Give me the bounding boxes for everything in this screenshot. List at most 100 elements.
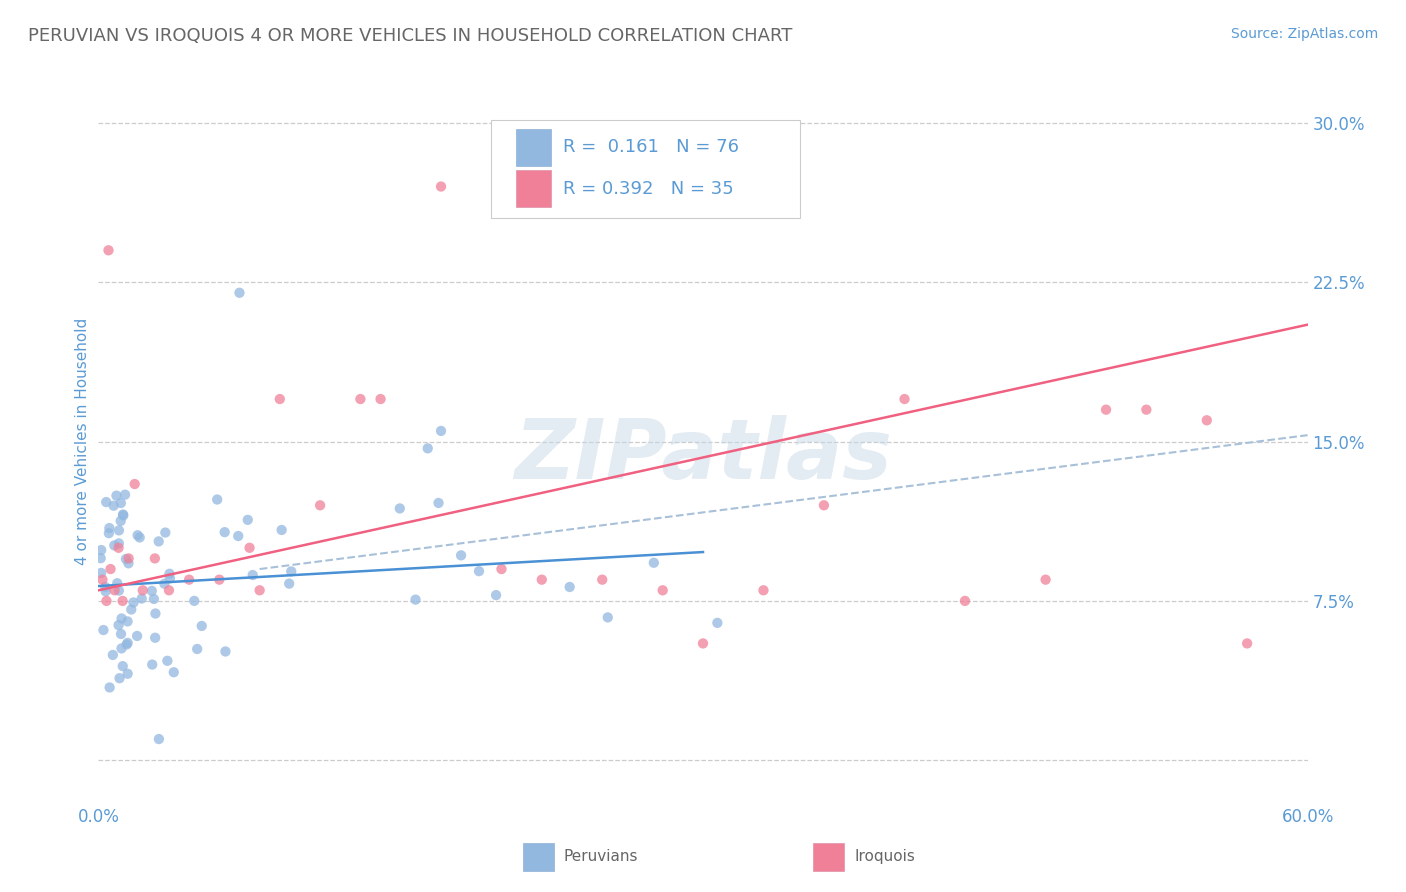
Point xyxy=(430,179,453,194)
FancyBboxPatch shape xyxy=(492,120,800,218)
Point xyxy=(96,495,118,509)
Point xyxy=(143,631,166,645)
Point xyxy=(179,573,201,587)
Point xyxy=(117,615,139,629)
Point xyxy=(97,526,120,541)
Point xyxy=(143,551,166,566)
FancyBboxPatch shape xyxy=(523,843,554,871)
Point xyxy=(142,591,165,606)
Point xyxy=(94,584,117,599)
Point xyxy=(118,551,141,566)
Point xyxy=(103,499,125,513)
Point xyxy=(468,564,491,578)
Point xyxy=(108,524,131,538)
Point xyxy=(117,666,139,681)
Point xyxy=(141,657,163,672)
FancyBboxPatch shape xyxy=(516,128,551,166)
Point xyxy=(111,508,134,522)
Point xyxy=(128,531,150,545)
Point xyxy=(127,528,149,542)
Point xyxy=(416,442,439,456)
Point xyxy=(491,562,513,576)
Point xyxy=(183,594,205,608)
Text: R = 0.392   N = 35: R = 0.392 N = 35 xyxy=(562,179,734,198)
Text: Peruvians: Peruvians xyxy=(564,849,638,864)
Point xyxy=(1035,573,1057,587)
Point xyxy=(591,573,613,587)
Point xyxy=(596,610,619,624)
Point xyxy=(114,488,136,502)
Point xyxy=(105,576,128,591)
Point xyxy=(953,594,976,608)
Point xyxy=(90,551,112,566)
Point xyxy=(228,285,250,300)
Point xyxy=(163,665,186,680)
Point xyxy=(111,659,134,673)
Point xyxy=(242,568,264,582)
Point xyxy=(370,392,392,406)
Point xyxy=(239,541,262,555)
Point xyxy=(110,496,132,510)
Point xyxy=(112,508,135,523)
Point xyxy=(148,534,170,549)
Point xyxy=(208,573,231,587)
Text: Source: ZipAtlas.com: Source: ZipAtlas.com xyxy=(1230,27,1378,41)
Point xyxy=(156,654,179,668)
Point xyxy=(132,583,155,598)
Point xyxy=(145,607,167,621)
Point xyxy=(98,681,121,695)
Point xyxy=(205,492,228,507)
Point xyxy=(100,562,122,576)
Point xyxy=(90,566,112,580)
Point xyxy=(110,611,132,625)
Point xyxy=(1095,402,1118,417)
Point xyxy=(108,583,131,598)
Point xyxy=(148,732,170,747)
Point xyxy=(349,392,371,406)
Point xyxy=(105,489,128,503)
Point xyxy=(96,594,118,608)
Point xyxy=(893,392,915,406)
Point xyxy=(108,671,131,685)
Point xyxy=(159,566,181,581)
Point xyxy=(103,583,125,598)
Point xyxy=(752,583,775,598)
Point xyxy=(485,588,508,602)
Point xyxy=(269,392,291,406)
Point xyxy=(97,244,120,258)
Point xyxy=(90,543,112,558)
Point xyxy=(120,602,142,616)
Point xyxy=(270,523,292,537)
Text: R =  0.161   N = 76: R = 0.161 N = 76 xyxy=(562,138,738,156)
Point xyxy=(405,592,427,607)
Point xyxy=(91,573,114,587)
Point xyxy=(159,571,181,585)
Point xyxy=(101,648,124,662)
Point xyxy=(1236,636,1258,650)
Point xyxy=(643,556,665,570)
FancyBboxPatch shape xyxy=(516,169,551,208)
Point xyxy=(153,576,176,591)
Point xyxy=(278,576,301,591)
Point xyxy=(236,513,259,527)
Point xyxy=(430,424,453,438)
Point xyxy=(214,525,236,540)
Point xyxy=(108,536,131,550)
Point xyxy=(249,583,271,598)
Point xyxy=(111,594,134,608)
Point xyxy=(110,641,132,656)
Point xyxy=(155,525,177,540)
Point xyxy=(110,627,132,641)
Point xyxy=(280,565,302,579)
Point xyxy=(94,580,117,594)
Point xyxy=(107,618,129,632)
Point xyxy=(103,538,125,552)
Point xyxy=(107,541,129,555)
Y-axis label: 4 or more Vehicles in Household: 4 or more Vehicles in Household xyxy=(75,318,90,566)
FancyBboxPatch shape xyxy=(813,843,845,871)
Point xyxy=(530,573,553,587)
Point xyxy=(115,552,138,566)
Point xyxy=(115,638,138,652)
Point xyxy=(190,619,212,633)
Point xyxy=(309,498,332,512)
